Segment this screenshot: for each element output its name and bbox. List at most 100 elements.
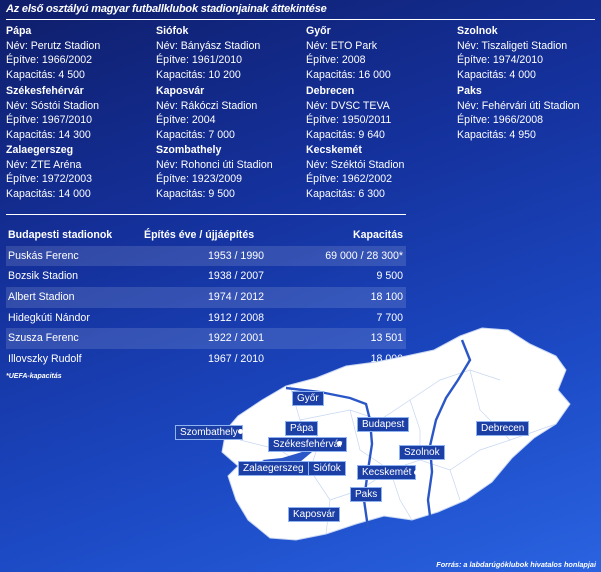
map-label-szolnok: Szolnok: [399, 445, 445, 460]
club-city: Szombathely: [156, 144, 222, 156]
club-city: Kaposvár: [156, 85, 205, 97]
county-borders: [239, 369, 557, 535]
club-capacity: Kapacitás: 4 500: [6, 68, 85, 81]
club-capacity: Kapacitás: 14 300: [6, 128, 91, 141]
club-built: Építve: 1950/2011: [306, 114, 392, 127]
club-city: Debrecen: [306, 85, 355, 97]
map-label-zalaegerszeg: Zalaegerszeg: [238, 461, 309, 476]
map-label-gyor: Győr: [292, 391, 324, 406]
kecskemet-marker: [414, 470, 419, 475]
club-capacity: Kapacitás: 6 300: [306, 187, 385, 200]
map-label-budapest: Budapest: [357, 417, 410, 432]
cell-built: 1938 / 2007: [208, 270, 264, 283]
cell-built: 1922 / 2001: [208, 332, 264, 345]
club-paks: Paks Név: Fehérvári úti Stadion Építve: …: [457, 84, 597, 142]
cell-stadium: Hidegkúti Nándor: [8, 311, 90, 324]
cell-stadium: Illovszky Rudolf: [8, 353, 82, 366]
club-stadium: Név: Perutz Stadion: [6, 39, 101, 52]
club-capacity: Kapacitás: 16 000: [306, 68, 391, 81]
club-built: Építve: 1967/2010: [6, 114, 92, 127]
club-city: Székesfehérvár: [6, 85, 84, 97]
cell-built: 1967 / 2010: [208, 353, 264, 366]
club-city: Paks: [457, 85, 482, 97]
table-header: Budapesti stadionok Építés éve / újjáépí…: [6, 225, 406, 246]
club-built: Építve: 1972/2003: [6, 173, 92, 186]
club-szekesfehervar: Székesfehérvár Név: Sóstói Stadion Építv…: [6, 84, 156, 142]
footnote: *UEFA-kapacitás: [6, 373, 62, 380]
table-row: Puskás Ferenc 1953 / 1990 69 000 / 28 30…: [6, 245, 406, 267]
club-stadium: Név: Rákóczi Stadion: [156, 99, 258, 112]
club-capacity: Kapacitás: 4 000: [457, 68, 536, 81]
cell-capacity: 13 501: [370, 332, 403, 345]
club-szolnok: Szolnok Név: Tiszaligeti Stadion Építve:…: [457, 24, 597, 82]
club-capacity: Kapacitás: 4 950: [457, 128, 536, 141]
map-label-kecskemet: Kecskemét: [357, 465, 417, 480]
club-stadium: Név: Fehérvári úti Stadion: [457, 99, 580, 112]
club-built: Építve: 2008: [306, 54, 366, 67]
szombathely-marker: [238, 429, 243, 434]
club-built: Építve: 1974/2010: [457, 54, 543, 67]
map-label-szekesfehervar: Székesfehérvár: [268, 437, 348, 452]
club-stadium: Név: Tiszaligeti Stadion: [457, 39, 568, 52]
col-header-stadium: Budapesti stadionok: [8, 229, 113, 241]
club-capacity: Kapacitás: 10 200: [156, 68, 241, 81]
cell-capacity: 18 100: [370, 291, 403, 304]
club-capacity: Kapacitás: 7 000: [156, 128, 235, 141]
cell-built: 1912 / 2008: [208, 311, 264, 324]
club-city: Zalaegerszeg: [6, 144, 74, 156]
club-stadium: Név: ZTE Aréna: [6, 158, 82, 171]
club-capacity: Kapacitás: 9 640: [306, 128, 385, 141]
club-papa: Pápa Név: Perutz Stadion Építve: 1966/20…: [6, 24, 156, 82]
club-city: Szolnok: [457, 25, 498, 37]
map-label-szombathely: Szombathely: [175, 425, 243, 440]
club-stadium: Név: Széktói Stadion: [306, 158, 405, 171]
club-zalaegerszeg: Zalaegerszeg Név: ZTE Aréna Építve: 1972…: [6, 143, 156, 201]
club-kecskemet: Kecskemét Név: Széktói Stadion Építve: 1…: [306, 143, 456, 201]
club-city: Kecskemét: [306, 144, 362, 156]
club-stadium: Név: ETO Park: [306, 39, 378, 52]
cell-stadium: Albert Stadion: [8, 291, 75, 304]
club-siofok: Siófok Név: Bányász Stadion Építve: 1961…: [156, 24, 306, 82]
tisza-river: [426, 339, 472, 517]
club-built: Építve: 1961/2010: [156, 54, 242, 67]
club-stadium: Név: Rohonci úti Stadion: [156, 158, 273, 171]
map-label-papa: Pápa: [285, 421, 319, 436]
table-row: Szusza Ferenc 1922 / 2001 13 501: [6, 328, 406, 350]
map-label-debrecen: Debrecen: [476, 421, 530, 436]
cell-capacity: 69 000 / 28 300*: [325, 249, 403, 262]
map-label-siofok: Siófok: [308, 461, 346, 476]
cell-capacity: 7 700: [376, 311, 403, 324]
club-capacity: Kapacitás: 9 500: [156, 187, 235, 200]
club-capacity: Kapacitás: 14 000: [6, 187, 91, 200]
club-kaposvar: Kaposvár Név: Rákóczi Stadion Építve: 20…: [156, 84, 306, 142]
club-city: Pápa: [6, 25, 32, 37]
club-built: Építve: 1923/2009: [156, 173, 242, 186]
cell-built: 1974 / 2012: [208, 291, 264, 304]
club-gyor: Győr Név: ETO Park Építve: 2008 Kapacitá…: [306, 24, 456, 82]
club-stadium: Név: Sóstói Stadion: [6, 99, 100, 112]
title-rule: [6, 19, 595, 20]
club-stadium: Név: DVSC TEVA: [306, 99, 390, 112]
club-city: Siófok: [156, 25, 189, 37]
table-row: Hidegkúti Nándor 1912 / 2008 7 700: [6, 308, 406, 329]
budapest-table: Budapesti stadionok Építés éve / újjáépí…: [6, 225, 406, 370]
club-stadium: Név: Bányász Stadion: [156, 39, 261, 52]
map-label-kaposvar: Kaposvár: [288, 507, 341, 522]
cell-stadium: Puskás Ferenc: [8, 249, 79, 262]
col-header-built: Építés éve / újjáépítés: [144, 229, 255, 241]
cell-stadium: Szusza Ferenc: [8, 332, 79, 345]
club-debrecen: Debrecen Név: DVSC TEVA Építve: 1950/201…: [306, 84, 456, 142]
club-built: Építve: 1966/2002: [6, 54, 92, 67]
col-header-capacity: Kapacitás: [352, 229, 403, 241]
cell-built: 1953 / 1990: [208, 249, 264, 262]
club-city: Győr: [306, 25, 331, 37]
club-built: Építve: 1962/2002: [306, 173, 392, 186]
cell-capacity: 9 500: [376, 270, 403, 283]
cell-stadium: Bozsik Stadion: [8, 270, 79, 283]
club-built: Építve: 2004: [156, 114, 216, 127]
table-row: Bozsik Stadion 1938 / 2007 9 500: [6, 266, 406, 287]
source-note: Forrás: a labdarúgóklubok hivatalos honl…: [436, 560, 596, 569]
section-rule: [6, 214, 406, 215]
szekesfehervar-marker: [337, 441, 342, 446]
club-szombathely: Szombathely Név: Rohonci úti Stadion Épí…: [156, 143, 306, 201]
